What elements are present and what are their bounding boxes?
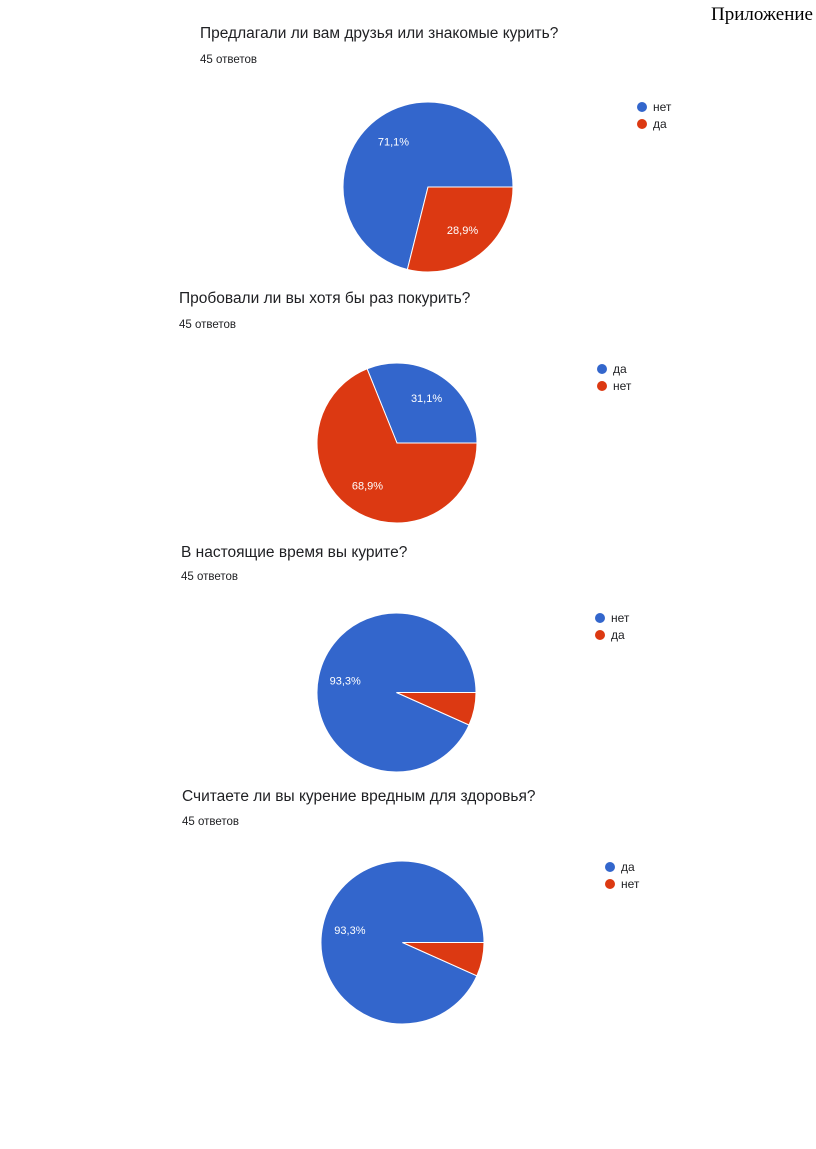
pie-slice-да bbox=[396, 692, 477, 726]
response-count: 45 ответов bbox=[179, 319, 237, 331]
legend-item-нет: нет bbox=[597, 377, 631, 394]
chart-title: Считаете ли вы курение вредным для здоро… bbox=[182, 788, 536, 805]
chart-legend: нет да bbox=[637, 98, 671, 132]
legend-dot-icon bbox=[605, 878, 615, 889]
legend-label: да bbox=[653, 116, 667, 131]
legend-item-нет: нет bbox=[605, 875, 639, 892]
response-count: 45 ответов bbox=[182, 816, 240, 828]
chart-legend: да нет bbox=[605, 858, 639, 892]
legend-label: нет bbox=[611, 610, 630, 625]
chart-legend: да нет bbox=[597, 360, 631, 394]
appendix-label: Приложение bbox=[711, 4, 813, 25]
pie-slice-нет bbox=[402, 942, 485, 977]
legend-item-да: да bbox=[637, 115, 671, 132]
legend-dot-icon bbox=[597, 380, 607, 391]
chart-title: В настоящие время вы курите? bbox=[181, 544, 408, 561]
pie-slice-нет bbox=[316, 368, 478, 524]
pie-slice-label: 28,9% bbox=[447, 225, 478, 237]
pie-slice-да bbox=[366, 362, 478, 444]
legend-item-да: да bbox=[605, 858, 639, 875]
legend-item-нет: нет bbox=[637, 98, 671, 115]
legend-item-да: да bbox=[595, 626, 629, 643]
pie-slice-label: 68,9% bbox=[352, 481, 383, 493]
pie-chart-2: 31,1% 68,9% bbox=[316, 362, 478, 524]
legend-item-да: да bbox=[597, 360, 631, 377]
pie-chart-1: 71,1% 28,9% bbox=[342, 101, 514, 273]
legend-label: да bbox=[621, 859, 635, 874]
legend-dot-icon bbox=[597, 363, 607, 374]
legend-label: нет bbox=[621, 876, 640, 891]
response-count: 45 ответов bbox=[181, 571, 239, 583]
response-count: 45 ответов bbox=[200, 54, 258, 66]
legend-dot-icon bbox=[637, 118, 647, 129]
legend-label: да bbox=[611, 627, 625, 642]
legend-dot-icon bbox=[605, 861, 615, 872]
pie-chart-4: 93,3% bbox=[320, 860, 485, 1025]
chart-legend: нет да bbox=[595, 609, 629, 643]
chart-title: Пробовали ли вы хотя бы раз покурить? bbox=[179, 290, 471, 307]
pie-slice-нет bbox=[342, 101, 514, 271]
pie-chart-3: 93,3% bbox=[316, 612, 477, 773]
pie-slice-label: 93,3% bbox=[330, 675, 361, 687]
legend-label: да bbox=[613, 361, 627, 376]
chart-title: Предлагали ли вам друзья или знакомые ку… bbox=[200, 25, 559, 42]
legend-label: нет bbox=[613, 378, 632, 393]
legend-item-нет: нет bbox=[595, 609, 629, 626]
pie-slice-label: 93,3% bbox=[334, 925, 365, 937]
pie-slice-label: 71,1% bbox=[378, 137, 409, 149]
legend-dot-icon bbox=[595, 629, 605, 640]
legend-dot-icon bbox=[637, 101, 647, 112]
pie-slice-да bbox=[406, 186, 514, 273]
legend-label: нет bbox=[653, 99, 672, 114]
pie-slice-label: 31,1% bbox=[411, 393, 442, 405]
legend-dot-icon bbox=[595, 612, 605, 623]
